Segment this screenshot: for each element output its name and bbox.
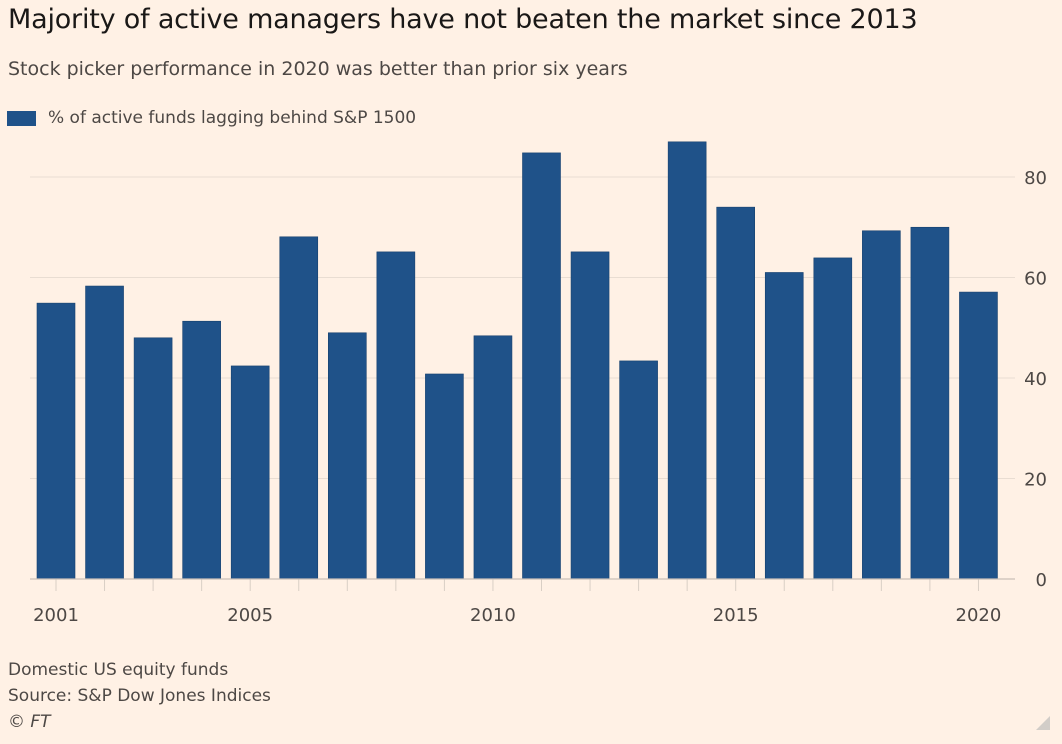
bar-2015 bbox=[716, 206, 756, 580]
bar-2011 bbox=[522, 152, 561, 580]
bar-2014 bbox=[667, 141, 707, 580]
bar-2016 bbox=[764, 272, 804, 580]
bar-2020 bbox=[959, 291, 998, 580]
chart-title: Majority of active managers have not bea… bbox=[8, 4, 918, 35]
chart-subtitle: Stock picker performance in 2020 was bet… bbox=[8, 58, 628, 80]
bar-2008 bbox=[376, 251, 416, 580]
bar-2004 bbox=[182, 320, 221, 580]
bar-2009 bbox=[425, 373, 464, 580]
bar-2003 bbox=[133, 337, 173, 580]
bar-2013 bbox=[619, 360, 658, 580]
legend-swatch bbox=[7, 110, 36, 126]
bar-2006 bbox=[279, 236, 319, 580]
bar-2002 bbox=[85, 285, 124, 580]
axes: 0 20 40 60 80 2001 2005 2010 2015 2020 bbox=[30, 168, 1047, 626]
footer-note: Domestic US equity funds bbox=[8, 660, 229, 680]
bar-2010 bbox=[473, 335, 513, 580]
y-tick-label: 60 bbox=[1024, 269, 1047, 290]
bar-2007 bbox=[327, 332, 367, 580]
y-tick-label: 0 bbox=[1036, 570, 1047, 591]
bar-2001 bbox=[36, 302, 76, 580]
legend: % of active funds lagging behind S&P 150… bbox=[7, 108, 416, 128]
legend-label: % of active funds lagging behind S&P 150… bbox=[48, 108, 417, 128]
bars bbox=[36, 141, 998, 580]
footer-copyright: © FT bbox=[8, 712, 51, 732]
x-tick-label: 2010 bbox=[470, 605, 516, 626]
bar-2019 bbox=[910, 226, 950, 580]
bar-2018 bbox=[862, 230, 901, 580]
x-tick-label: 2015 bbox=[713, 605, 759, 626]
x-tick-label: 2020 bbox=[956, 605, 1002, 626]
bar-2005 bbox=[230, 365, 270, 580]
y-tick-label: 80 bbox=[1024, 168, 1047, 189]
x-tick-label: 2001 bbox=[33, 605, 79, 626]
resize-handle-icon bbox=[1036, 716, 1050, 730]
bar-2012 bbox=[570, 251, 610, 580]
bar-2017 bbox=[813, 257, 853, 580]
footer-source: Source: S&P Dow Jones Indices bbox=[8, 686, 271, 706]
y-tick-label: 20 bbox=[1024, 470, 1047, 491]
y-tick-label: 40 bbox=[1024, 369, 1047, 390]
x-tick-label: 2005 bbox=[227, 605, 273, 626]
